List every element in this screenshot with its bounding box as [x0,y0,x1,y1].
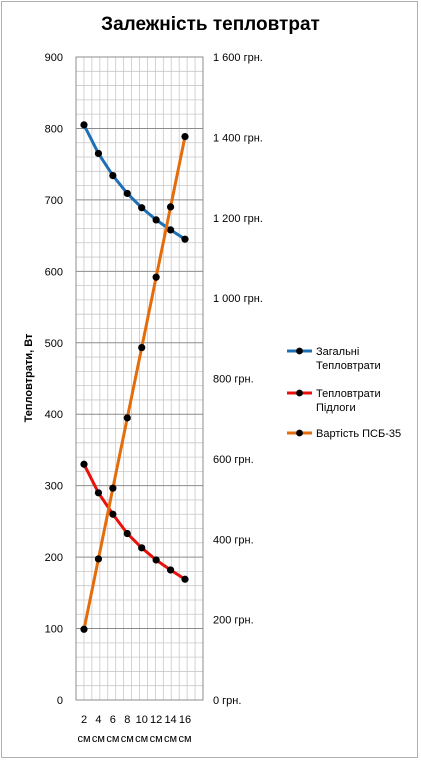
data-point [138,204,146,212]
data-point [109,510,117,518]
y-tick-label: 700 [45,195,63,207]
data-point [152,216,160,224]
x-tick-unit: см [106,733,119,745]
data-point [138,544,146,552]
data-point [166,566,175,574]
x-tick-unit: см [92,733,105,745]
x-tick-unit: см [135,733,148,745]
y-right-tick-label: 1 600 грн. [213,52,263,64]
data-point [123,529,131,538]
data-point [109,171,117,180]
y-right-tick-label: 400 грн. [213,534,254,546]
chart-title: Залежність тепловтрат [101,14,320,35]
legend-label: Загальні [316,346,359,358]
legend-label: Тепловтрати [316,388,381,400]
data-point [166,226,175,234]
series-line [82,136,187,630]
x-tick-label: 6 [110,714,116,726]
x-tick-label: 16 [179,714,191,726]
data-point [94,555,103,563]
data-point [80,625,88,633]
y-tick-label: 800 [45,123,63,135]
data-point [123,189,131,198]
y-tick-label: 600 [45,266,63,278]
y-tick-label: 0 [57,695,63,707]
x-tick-unit: см [178,733,191,745]
y-tick-label: 100 [45,624,63,636]
legend-label: Вартість ПСБ-35 [316,428,401,440]
x-tick-label: 14 [164,714,176,726]
y-right-tick-label: 1 200 грн. [213,213,263,225]
y-right-tick-label: 0 грн. [213,695,241,707]
data-point [152,556,160,564]
legend-marker [296,429,303,437]
data-point [109,484,117,492]
y-tick-label: 300 [45,481,63,493]
y-right-tick-label: 1 400 грн. [213,132,263,144]
legend-label: Підлоги [316,402,356,414]
y-tick-label: 200 [45,552,63,564]
legend-marker [296,389,303,397]
x-tick-label: 12 [150,714,162,726]
data-point [181,132,189,141]
data-point [181,235,189,243]
legend-marker [296,347,303,355]
y-right-tick-label: 200 грн. [213,615,254,627]
data-point [166,203,175,211]
x-tick-unit: см [121,733,134,745]
x-tick-label: 10 [136,714,148,726]
y-axis-label: Тепловтрати, Вт [23,333,35,422]
data-point [138,343,146,352]
x-tick-label: 8 [124,714,130,726]
x-tick-label: 4 [95,714,101,726]
plot-border [75,56,204,701]
x-tick-unit: см [164,733,177,745]
y-tick-label: 900 [45,52,63,64]
y-tick-label: 500 [45,338,63,350]
x-tick-unit: см [77,733,90,745]
data-point [94,149,103,158]
legend-label: Тепловтрати [316,360,381,372]
y-right-tick-label: 800 грн. [213,374,254,386]
data-point [181,575,189,583]
data-point [152,273,160,281]
data-point [80,121,88,129]
data-point [94,489,103,497]
y-right-tick-label: 1 000 грн. [213,293,263,305]
x-tick-unit: см [150,733,163,745]
data-point [80,460,88,468]
data-point [123,414,131,422]
y-right-tick-label: 600 грн. [213,454,254,466]
y-tick-label: 400 [45,409,63,421]
x-tick-label: 2 [81,714,87,726]
